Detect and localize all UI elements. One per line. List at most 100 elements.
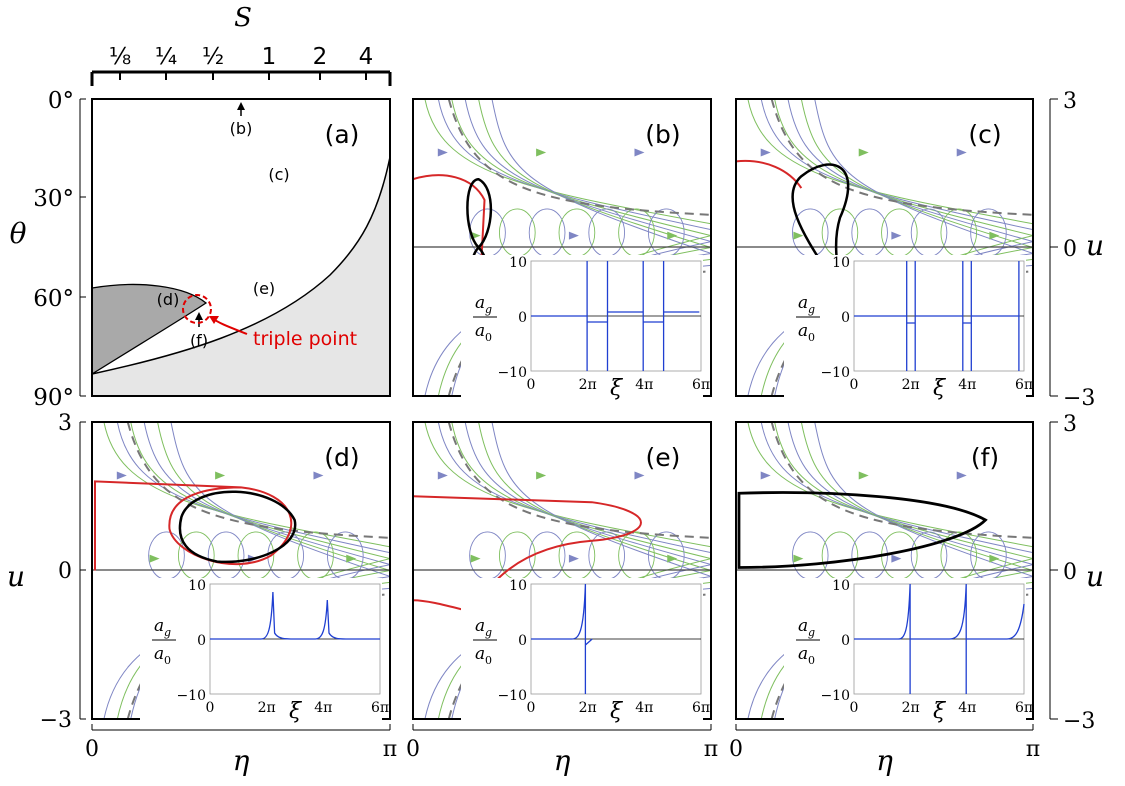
eta-tick-label: π — [383, 737, 397, 762]
theta-tick-label: 60° — [33, 286, 74, 312]
eta-tick-label: 0 — [85, 737, 99, 762]
u-axis-label-right-bottom: u — [1086, 560, 1104, 593]
inset-y-label-num: a — [154, 616, 164, 636]
inset-y-tick: −10 — [820, 365, 850, 381]
loop-trajectory — [528, 208, 566, 257]
inset-x-tick: 0 — [850, 700, 859, 716]
u-axis-label-left: u — [7, 560, 25, 593]
theta-tick-label: 90° — [33, 385, 74, 411]
flow-arrow — [116, 471, 127, 480]
light-region — [92, 157, 390, 396]
u-tick-label: −3 — [1063, 709, 1095, 734]
eta-axes: 0 πη 0 πη 0 πη — [85, 724, 1040, 777]
s-tick-label: 1 — [262, 44, 277, 70]
inset-y-tick: 0 — [841, 310, 850, 326]
inset-y-label-num: a — [475, 293, 485, 313]
inset-y-tick: 10 — [509, 255, 527, 271]
phase-boundary — [92, 156, 390, 375]
inset-y-label-den-sub: 0 — [808, 654, 815, 667]
flow-line — [437, 99, 711, 231]
inset-x-label: ξ — [610, 699, 624, 724]
inset-y-tick: 10 — [832, 255, 850, 271]
triple-point-arrow — [211, 317, 248, 335]
inset-y-label-den-sub: 0 — [164, 654, 171, 667]
inset-y-label-den-sub: 0 — [485, 654, 492, 667]
flow-line — [451, 99, 711, 237]
panel-a-label: (a) — [325, 120, 360, 149]
inset-x-tick: 2π — [902, 377, 920, 393]
flow-line — [464, 99, 711, 243]
inset-y-label-den: a — [798, 644, 808, 664]
inset-x-tick: 6π — [1015, 377, 1033, 393]
flow-arrow — [634, 148, 645, 157]
inset-x-tick: 2π — [579, 700, 597, 716]
flow-line — [747, 99, 1033, 225]
region-label-e: (e) — [253, 279, 275, 298]
inset-y-label-num-sub: g — [808, 303, 815, 316]
inset-y-tick: −10 — [820, 688, 850, 704]
inset-x-tick: 4π — [635, 700, 653, 716]
inset-y-tick: 0 — [518, 310, 527, 326]
loop-trajectory — [618, 531, 655, 580]
inset-x-label: ξ — [933, 376, 947, 401]
black-orbit — [178, 490, 297, 564]
inset-x-tick: 4π — [958, 377, 976, 393]
panel-label: (d) — [324, 443, 359, 472]
inset-y-label-den-sub: 0 — [485, 331, 492, 344]
flow-arrow — [858, 471, 869, 480]
flow-line — [774, 422, 1033, 560]
black-orbit — [737, 491, 988, 569]
flow-arrow — [667, 554, 678, 563]
flow-line — [787, 422, 1033, 566]
flow-arrow — [989, 554, 1000, 563]
flow-line — [800, 99, 1033, 248]
u-axis-label-right-top: u — [1086, 229, 1104, 262]
flow-arrow — [793, 554, 804, 563]
inset-x-tick: 6π — [371, 700, 389, 716]
flow-arrow — [470, 554, 481, 563]
marker-f-arrow — [195, 312, 203, 320]
s-axis-label: S — [234, 3, 252, 33]
flow-line — [787, 99, 1033, 243]
inset-x-tick: 0 — [206, 700, 215, 716]
red-separatrix — [93, 480, 293, 571]
dashed-boundary — [447, 422, 711, 539]
s-tick-label: 4 — [359, 44, 374, 70]
flow-line — [491, 422, 711, 577]
flow-arrow — [568, 231, 579, 240]
inset-x-tick: 4π — [314, 700, 332, 716]
loop-trajectory — [528, 531, 566, 580]
flow-line — [170, 422, 390, 577]
flow-arrow — [346, 554, 357, 563]
u-tick-label: −3 — [40, 708, 72, 733]
flow-line — [491, 99, 711, 254]
flow-line — [800, 422, 1033, 571]
eta-tick-label: π — [1026, 737, 1040, 762]
eta-axis-label: η — [876, 744, 893, 777]
inset-y-label-den: a — [154, 644, 164, 664]
flow-arrow — [536, 471, 547, 480]
eta-tick-label: 0 — [406, 737, 420, 762]
flow-arrow — [760, 148, 771, 157]
inset-y-tick: −10 — [497, 365, 527, 381]
region-label-d: (d) — [157, 290, 180, 309]
loop-trajectory — [558, 208, 596, 257]
eta-tick-label: π — [704, 737, 718, 762]
inset-y-label-num-sub: g — [164, 626, 171, 639]
inset-y-label-den: a — [475, 644, 485, 664]
flow-arrow — [956, 148, 967, 157]
u-tick-label: −3 — [1063, 386, 1095, 411]
flow-arrow — [891, 554, 902, 563]
black-orbit — [791, 163, 850, 299]
eta-axis-label: η — [554, 744, 571, 777]
panel-a: (a) (b) (c) (d) (e) (f) triple point 0° 3… — [10, 88, 391, 411]
loop-trajectory — [821, 531, 859, 580]
eta-tick-label: 0 — [729, 737, 743, 762]
u-tick-label: 3 — [1063, 412, 1077, 437]
